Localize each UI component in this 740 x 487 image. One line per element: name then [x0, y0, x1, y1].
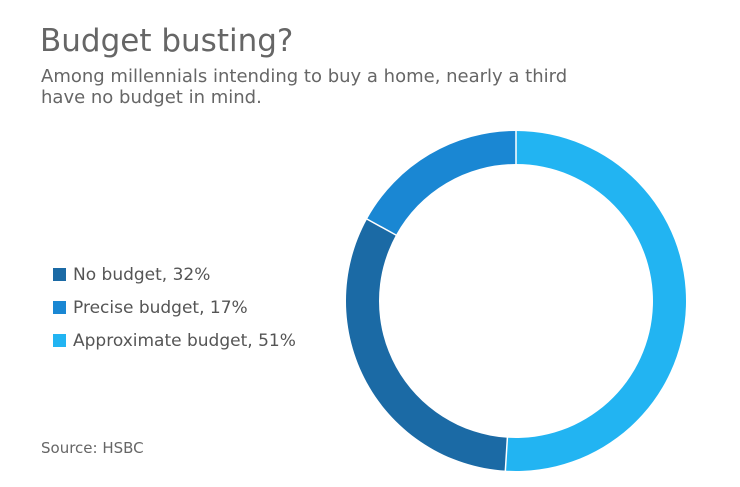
- donut-chart: [345, 130, 686, 472]
- donut-slice-no-budget: [345, 219, 508, 471]
- chart-subtitle: Among millennials intending to buy a hom…: [41, 66, 681, 108]
- chart-title: Budget busting?: [40, 23, 294, 59]
- subtitle-line-2: have no budget in mind.: [41, 87, 262, 108]
- legend-item-precise-budget: Precise budget, 17%: [53, 291, 296, 324]
- legend-swatch-no-budget: [53, 268, 66, 281]
- legend-swatch-precise-budget: [53, 301, 66, 314]
- donut-slice-approximate-budget: [505, 131, 686, 471]
- legend-label-precise-budget: Precise budget, 17%: [73, 297, 248, 318]
- donut-separator-1: [504, 436, 509, 472]
- donut-slice-precise-budget: [367, 131, 516, 235]
- legend-label-approximate-budget: Approximate budget, 51%: [73, 330, 296, 351]
- source-note: Source: HSBC: [41, 439, 144, 457]
- legend-item-no-budget: No budget, 32%: [53, 258, 296, 291]
- legend-swatch-approximate-budget: [53, 334, 66, 347]
- donut-separator-2: [365, 217, 398, 237]
- subtitle-line-1: Among millennials intending to buy a hom…: [41, 66, 568, 87]
- legend-item-approximate-budget: Approximate budget, 51%: [53, 324, 296, 357]
- legend-label-no-budget: No budget, 32%: [73, 264, 211, 285]
- chart-legend: No budget, 32% Precise budget, 17% Appro…: [53, 258, 296, 357]
